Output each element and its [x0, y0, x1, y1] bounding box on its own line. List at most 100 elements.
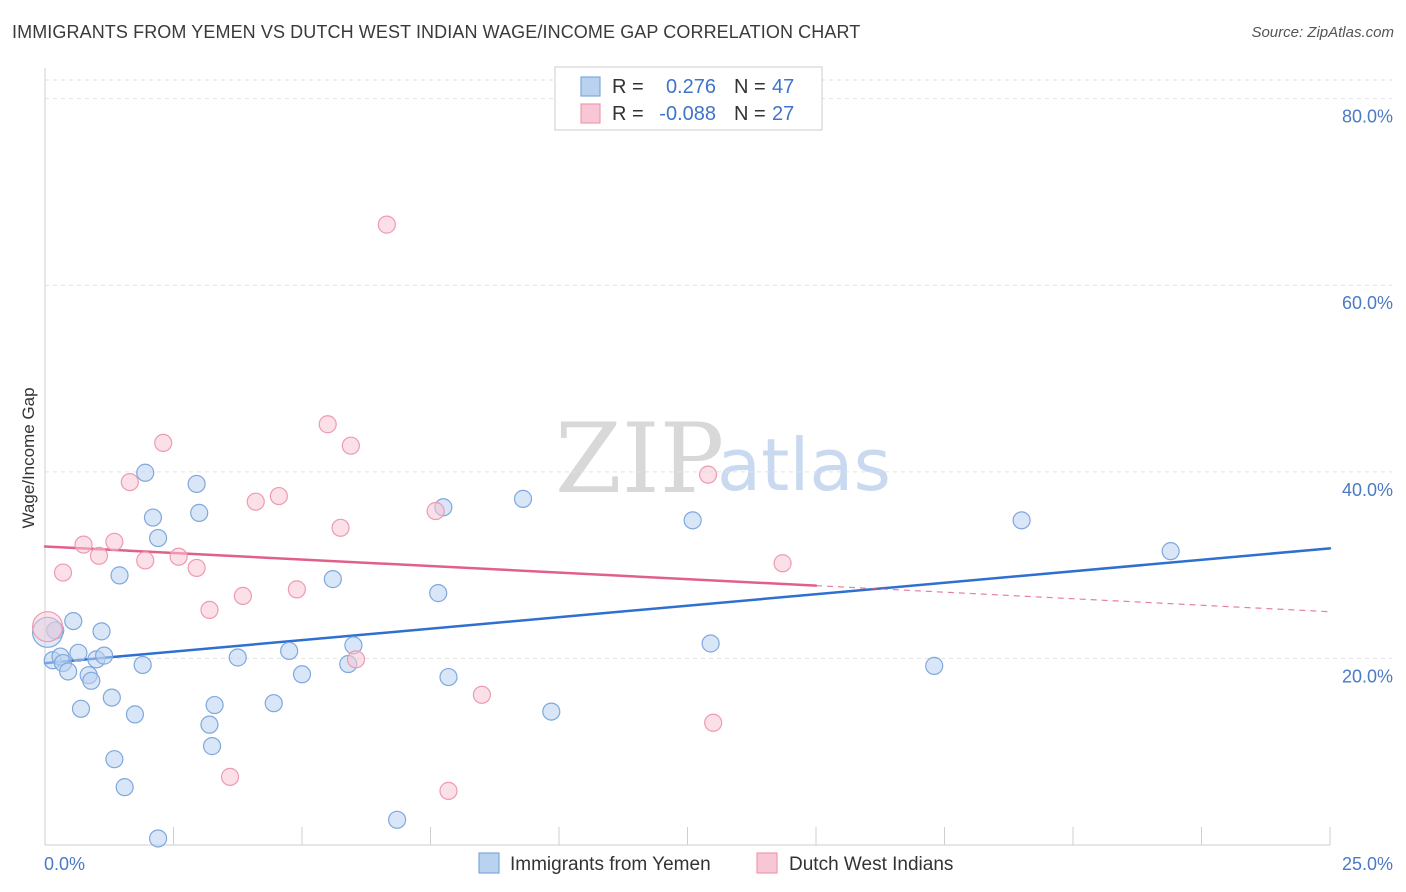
yemen-point-32	[323, 570, 342, 589]
bottom-legend-label-yemen: Immigrants from Yemen	[510, 854, 711, 875]
yemen-point-21	[148, 829, 168, 848]
yemen-point-7	[71, 699, 91, 718]
dutch-west-indian-point-7	[154, 433, 173, 453]
trend-line-ext-1	[815, 585, 1331, 613]
yemen-point-29	[264, 694, 283, 713]
dutch-west-indian-point-25	[704, 713, 723, 732]
yemen-point-17	[125, 705, 145, 724]
legend-n-value-2: 27	[772, 103, 794, 125]
yemen-point-15	[110, 566, 129, 585]
yemen-point-28	[228, 648, 247, 667]
dutch-west-indian-point-8	[169, 547, 188, 566]
dutch-west-indian-point-4	[105, 532, 124, 551]
legend-n-value-1: 47	[772, 76, 794, 98]
yemen-point-40	[542, 702, 561, 721]
chart-title: IMMIGRANTS FROM YEMEN VS DUTCH WEST INDI…	[12, 22, 861, 42]
yemen-point-5	[64, 611, 83, 631]
trend-line-0	[43, 547, 1332, 665]
legend-n-label-2: N =	[734, 103, 766, 125]
series-yemen-points	[31, 463, 1180, 848]
yemen-point-4	[59, 662, 78, 681]
yemen-point-22	[148, 528, 168, 548]
yemen-point-27	[205, 695, 224, 715]
dutch-west-indian-point-22	[439, 781, 458, 800]
yemen-point-44	[1012, 511, 1031, 530]
correlation-legend: R = 0.276 N = 47 R = -0.088 N = 27	[554, 66, 823, 131]
yemen-point-45	[1161, 542, 1180, 561]
yemen-point-23	[187, 474, 206, 494]
dutch-west-indian-point-20	[377, 215, 396, 234]
dutch-west-indian-point-14	[269, 486, 288, 506]
dutch-west-indian-point-24	[698, 465, 718, 484]
trend-lines	[43, 545, 1332, 665]
dutch-west-indian-point-5	[120, 472, 139, 492]
legend-r-label-1: R =	[612, 76, 644, 98]
yemen-point-41	[683, 511, 702, 530]
yemen-point-24	[190, 503, 209, 522]
trend-line-1	[43, 545, 818, 587]
dutch-west-indian-point-19	[346, 650, 366, 669]
dutch-west-indian-point-9	[187, 558, 206, 578]
legend-n-label-1: N =	[734, 76, 766, 98]
dutch-west-indian-point-3	[89, 546, 109, 565]
dutch-west-indian-point-17	[331, 518, 350, 537]
legend-r-label-2: R =	[612, 103, 644, 125]
yemen-point-9	[82, 671, 101, 690]
yemen-point-11	[92, 622, 111, 641]
dutch-west-indian-point-15	[287, 580, 306, 599]
yemen-point-25	[200, 715, 219, 734]
series-legend: Immigrants from Yemen Dutch West Indians	[478, 852, 953, 875]
yemen-point-26	[202, 737, 222, 756]
bottom-legend-label-dutch-west-indians: Dutch West Indians	[789, 854, 953, 875]
y-axis-label: Wage/Income Gap	[19, 387, 38, 528]
axes	[44, 68, 1331, 846]
yemen-point-20	[143, 508, 163, 527]
legend-swatch-pink	[580, 103, 601, 124]
yemen-point-43	[925, 656, 944, 675]
bottom-legend-swatch-pink	[756, 852, 778, 874]
bottom-legend-swatch-blue	[478, 852, 500, 874]
dutch-west-indian-point-23	[472, 685, 491, 704]
yemen-point-12	[95, 646, 114, 665]
dutch-west-indian-point-2	[74, 535, 93, 554]
y-tick-label-1: 40.0%	[1342, 480, 1393, 500]
y-tick-label-2: 60.0%	[1342, 293, 1393, 313]
dutch-west-indian-point-11	[220, 767, 240, 786]
watermark-atlas: atlas	[717, 423, 891, 507]
source-label: Source: ZipAtlas.com	[1251, 24, 1394, 41]
y-tick-labels: 20.0% 40.0% 60.0% 80.0%	[1342, 107, 1393, 687]
dutch-west-indian-point-26	[773, 554, 792, 573]
yemen-point-6	[69, 643, 88, 662]
yemen-point-39	[513, 489, 533, 508]
legend-r-value-2: -0.088	[659, 103, 716, 125]
y-tick-label-3: 80.0%	[1342, 107, 1393, 127]
series-dutch-west-indian-points	[31, 215, 792, 800]
dutch-west-indian-point-1	[53, 563, 73, 582]
yemen-point-16	[115, 778, 134, 797]
legend-swatch-blue	[580, 76, 601, 97]
yemen-point-30	[280, 641, 299, 661]
y-tick-label-0: 20.0%	[1342, 666, 1393, 686]
dutch-west-indian-point-18	[341, 436, 360, 455]
dutch-west-indian-point-10	[200, 600, 219, 620]
dutch-west-indian-point-6	[136, 551, 155, 570]
legend-r-value-1: 0.276	[666, 76, 716, 98]
yemen-point-35	[387, 810, 407, 829]
yemen-point-42	[701, 634, 720, 653]
dutch-west-indian-point-12	[233, 586, 252, 606]
watermark-zip: ZIP	[555, 403, 724, 515]
yemen-point-31	[292, 665, 312, 684]
yemen-point-14	[105, 750, 124, 769]
yemen-point-19	[136, 463, 155, 482]
yemen-point-13	[102, 688, 121, 707]
dutch-west-indian-point-0	[31, 611, 64, 643]
gridlines	[45, 79, 1392, 659]
x-tick-label-left: 0.0%	[44, 854, 85, 874]
dutch-west-indian-point-21	[426, 501, 445, 521]
dutch-west-indian-point-16	[318, 415, 337, 434]
yemen-point-38	[439, 667, 458, 687]
dutch-west-indian-point-13	[246, 492, 265, 511]
yemen-point-18	[133, 655, 152, 675]
x-tick-label-right: 25.0%	[1342, 854, 1393, 874]
